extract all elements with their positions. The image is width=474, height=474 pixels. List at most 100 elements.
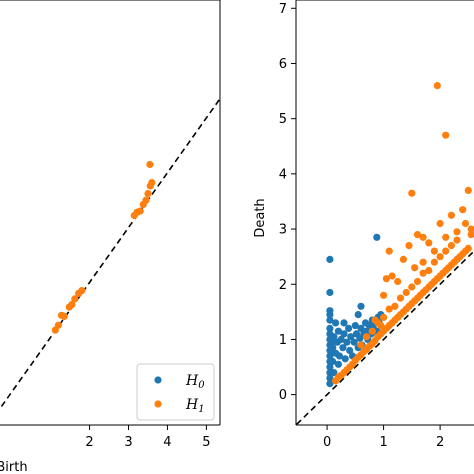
- right-x-tick-label: 1: [379, 435, 387, 450]
- right-point-h1-65: [453, 236, 461, 244]
- right-point-h1-60: [425, 266, 433, 275]
- right-point-h1-78: [436, 219, 444, 228]
- right-point-h1-55: [396, 294, 405, 302]
- right-y-tick-label: 6: [279, 57, 287, 72]
- right-point-h0-26: [341, 355, 349, 363]
- right-y-axis-label: Death: [253, 198, 268, 237]
- right-point-h0-54: [373, 233, 381, 241]
- right-y-tick-label: 7: [279, 2, 287, 17]
- right-point-h1-53: [385, 305, 393, 313]
- right-point-h0-33: [351, 322, 359, 330]
- right-point-h1-70: [394, 277, 402, 286]
- left-point-h1-13: [142, 196, 150, 204]
- right-y-tick-label: 1: [279, 333, 287, 348]
- right-point-h1-63: [442, 247, 450, 255]
- right-y-tick-label: 0: [279, 388, 287, 403]
- right-point-h0-32: [350, 338, 358, 346]
- right-point-h0-58: [329, 357, 337, 366]
- right-y-tick-label: 3: [279, 223, 287, 238]
- right-point-h1-88: [464, 186, 472, 194]
- right-point-h0-59: [330, 369, 338, 377]
- right-point-h1-91: [467, 231, 474, 239]
- right-point-h1-67: [380, 291, 388, 299]
- left-point-h1-11: [136, 207, 144, 215]
- right-point-h1-77: [430, 247, 438, 255]
- right-point-h0-23: [337, 335, 345, 343]
- right-point-h1-66: [371, 316, 379, 324]
- right-point-h1-86: [433, 82, 441, 90]
- right-point-h1-83: [461, 219, 470, 228]
- right-point-h0-28: [345, 324, 353, 332]
- right-point-h0-16: [328, 338, 336, 346]
- right-point-h0-3: [326, 311, 334, 319]
- right-point-h0-57: [332, 319, 340, 327]
- right-diagonal-line: [296, 250, 474, 425]
- right-point-h1-73: [411, 264, 419, 272]
- right-point-h1-50: [368, 327, 376, 335]
- right-point-h0-12: [326, 363, 334, 371]
- right-point-h1-59: [419, 269, 427, 277]
- right-y-tick-label: 2: [279, 278, 287, 293]
- left-point-h1-14: [144, 190, 152, 198]
- right-point-h0-27: [343, 338, 351, 346]
- right-point-h1-84: [385, 247, 393, 255]
- right-point-h1-52: [380, 313, 388, 321]
- right-point-h1-58: [413, 277, 422, 286]
- left-x-tick-label: 3: [124, 435, 132, 450]
- left-point-h1-3: [60, 312, 68, 320]
- right-point-h1-92: [467, 225, 474, 233]
- right-point-h0-21: [334, 327, 342, 335]
- right-point-h1-61: [430, 258, 438, 266]
- left-point-h1-5: [68, 300, 76, 308]
- right-panel: 0 1 2 0 1 2 3 4 5 6 7 Death: [253, 0, 474, 450]
- left-point-h1-16: [148, 179, 156, 187]
- right-point-h1-74: [413, 231, 422, 239]
- left-x-tick-label: 4: [163, 435, 171, 450]
- right-point-h1-56: [402, 288, 410, 297]
- right-point-h0-22: [335, 352, 344, 360]
- right-x-tick-label: 0: [323, 435, 331, 450]
- right-point-h0-52: [354, 311, 362, 319]
- right-point-h1-80: [447, 211, 455, 219]
- left-x-ticks: 2 3 4 5: [85, 425, 211, 450]
- right-point-h1-57: [408, 283, 416, 291]
- right-point-h0-37: [357, 324, 365, 332]
- right-x-ticks: 0 1 2: [323, 425, 444, 450]
- right-point-h0-53: [357, 302, 365, 310]
- right-point-h0-10: [326, 352, 334, 360]
- right-point-h0-29: [346, 346, 354, 355]
- right-y-tick-label: 4: [279, 167, 287, 182]
- right-y-tick-label: 5: [279, 112, 287, 127]
- right-point-h1-76: [425, 239, 433, 247]
- right-point-h0-15: [326, 380, 334, 388]
- right-point-h1-71: [399, 255, 407, 263]
- left-x-axis-label: Birth: [0, 460, 28, 474]
- right-point-h1-64: [447, 242, 455, 250]
- right-point-h1-87: [442, 131, 450, 139]
- left-point-h1-1: [54, 321, 63, 329]
- right-point-h1-69: [388, 272, 396, 280]
- left-x-tick-label: 5: [202, 435, 210, 450]
- legend-marker-h1: [154, 400, 162, 408]
- right-point-h0-24: [339, 344, 347, 352]
- right-point-h0-17: [329, 344, 337, 352]
- right-point-h1-68: [382, 275, 390, 283]
- right-point-h1-89: [419, 233, 427, 241]
- right-point-h0-55: [340, 319, 348, 327]
- left-point-h1-6: [71, 295, 79, 303]
- left-x-tick-label: 2: [85, 435, 93, 450]
- right-point-h0-56: [334, 360, 342, 368]
- legend-marker-h0: [154, 376, 162, 384]
- right-point-h1-81: [453, 228, 461, 236]
- left-point-h1-8: [78, 287, 86, 295]
- right-point-h1-49: [363, 333, 371, 341]
- right-point-h1-85: [408, 189, 416, 197]
- left-panel: 2 3 4 5 Birth H0 H1: [0, 0, 221, 474]
- right-y-ticks: 0 1 2 3 4 5 6 7: [279, 2, 296, 403]
- right-point-h1-47: [464, 244, 472, 252]
- right-point-h0-4: [326, 316, 334, 324]
- right-point-h0-5: [326, 324, 334, 332]
- right-point-h1-82: [459, 206, 467, 214]
- right-point-h1-48: [357, 341, 365, 349]
